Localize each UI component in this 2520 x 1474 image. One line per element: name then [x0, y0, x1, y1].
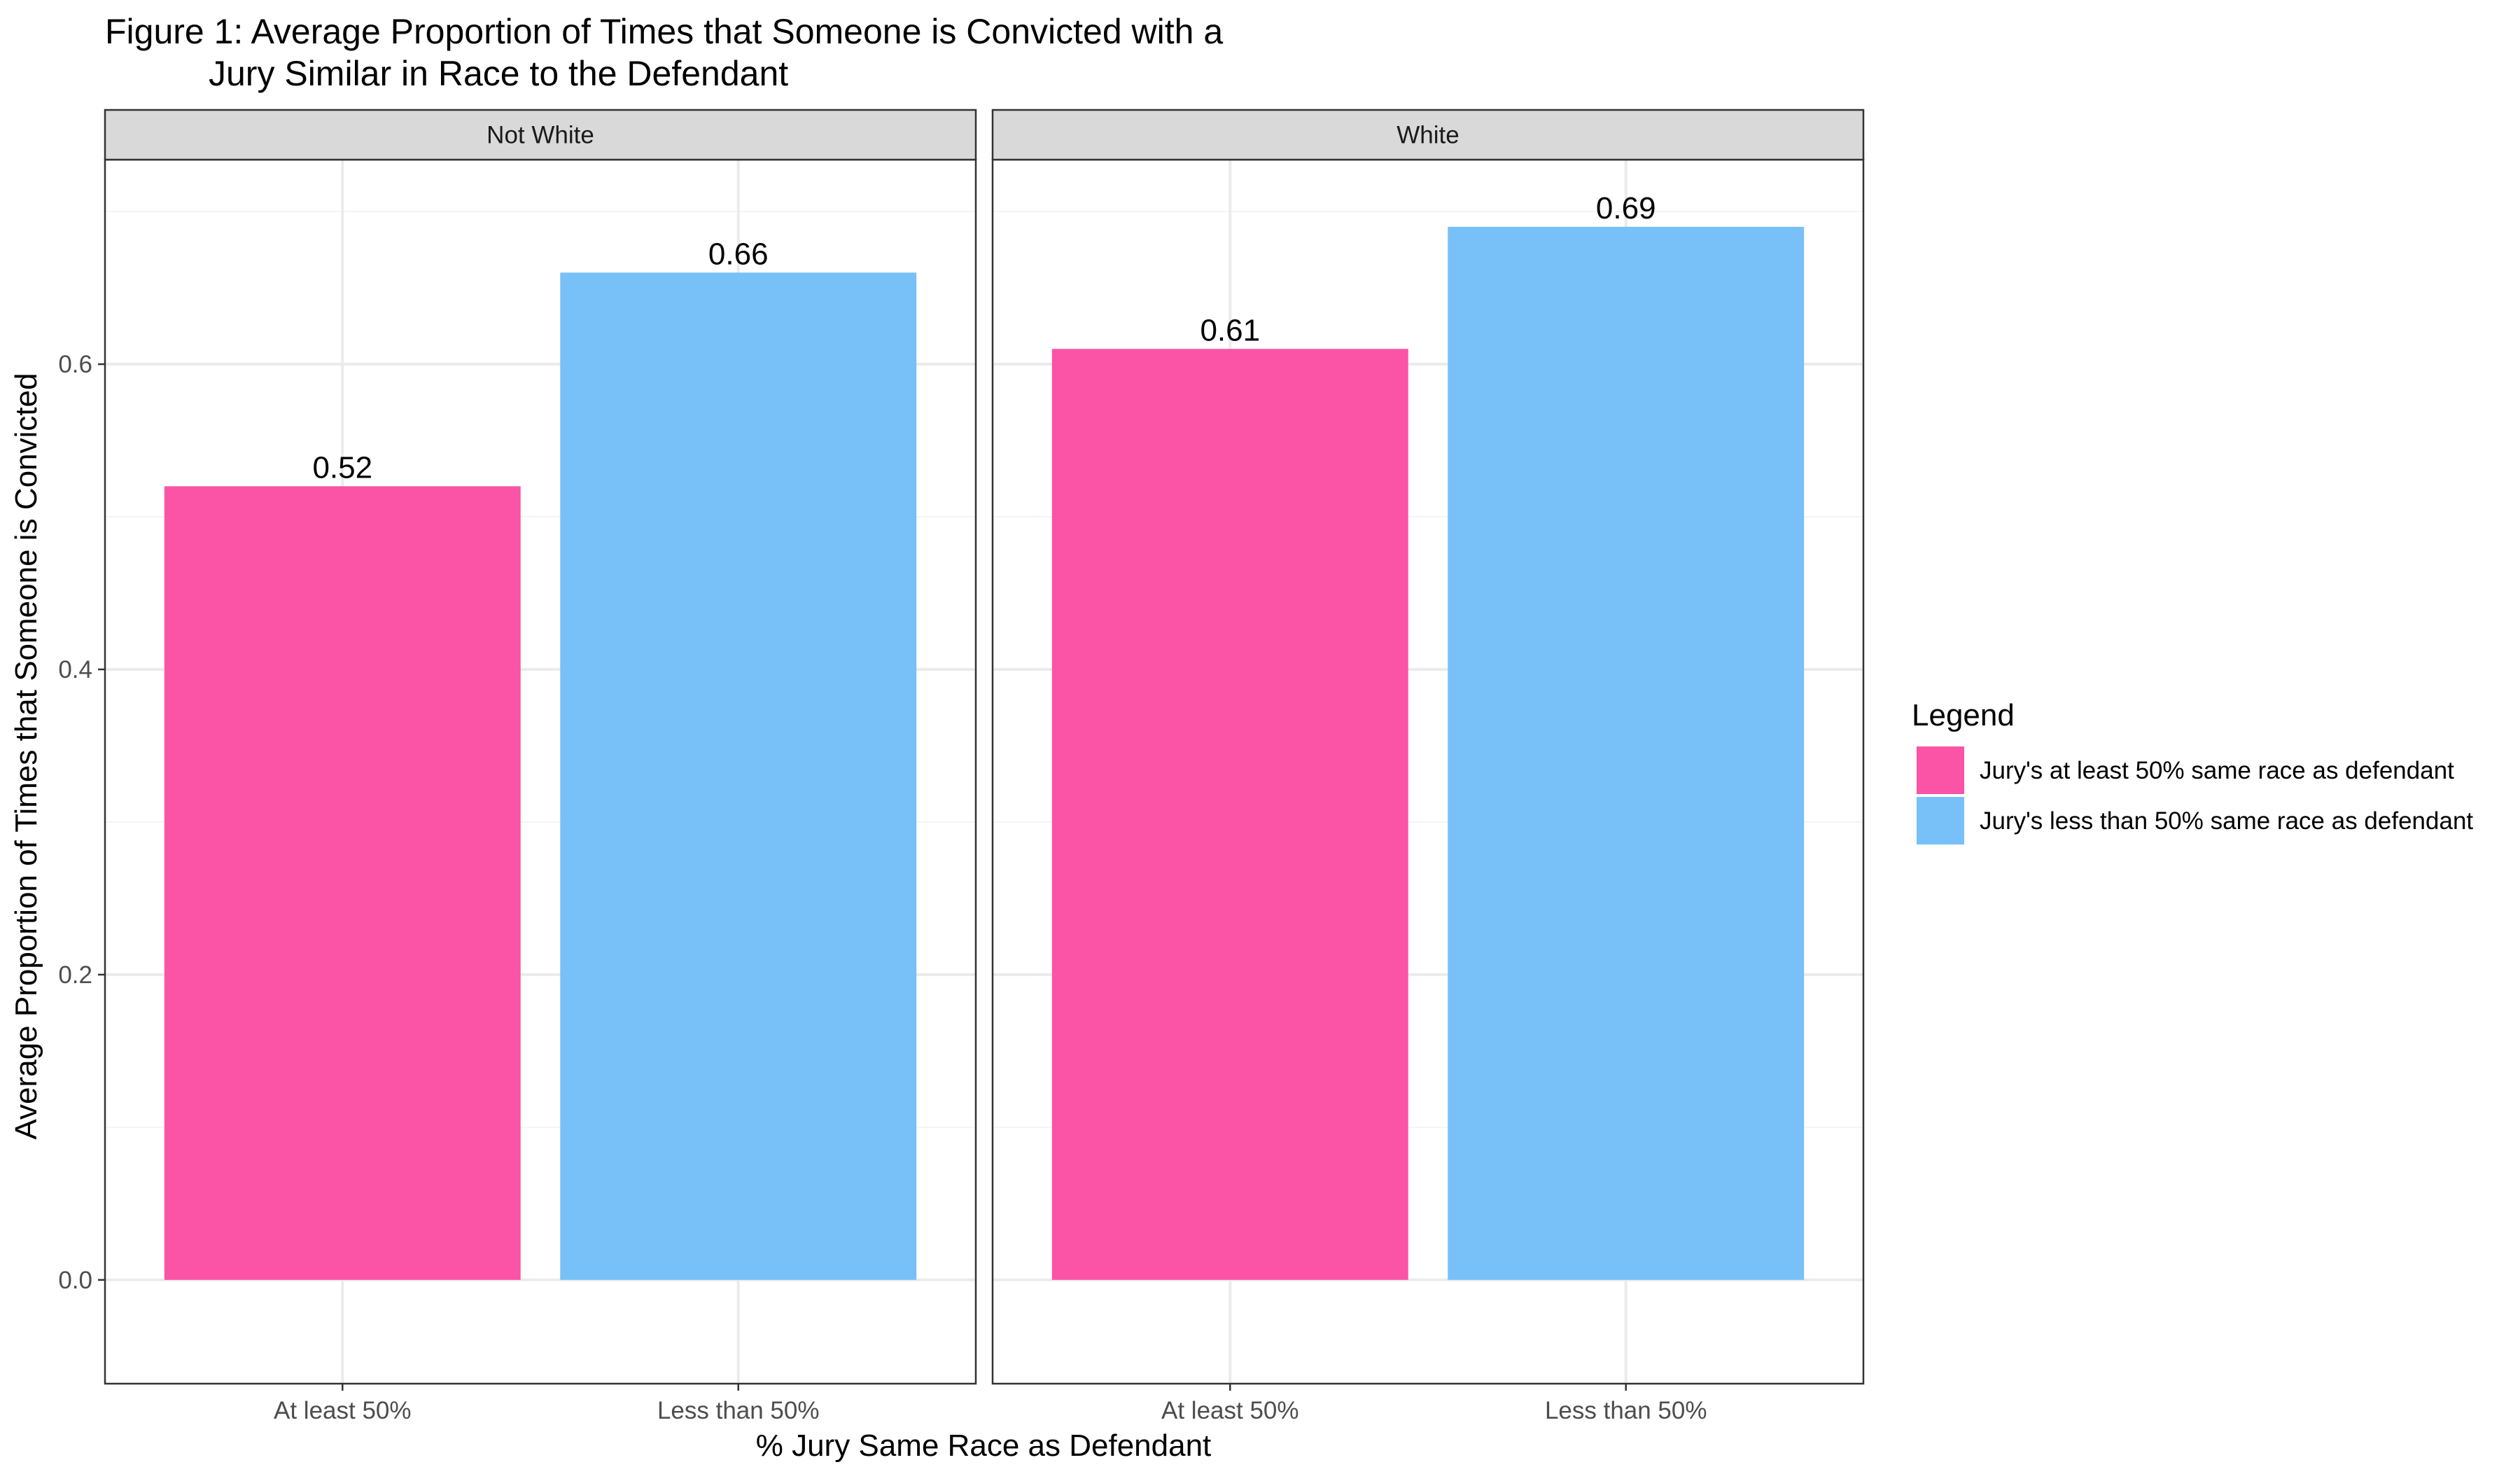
chart-title-line2: Jury Similar in Race to the Defendant — [209, 54, 788, 93]
data-label: 0.66 — [708, 237, 769, 271]
facet-strip-label: Not White — [486, 122, 594, 149]
data-label: 0.52 — [312, 450, 372, 485]
y-tick-label: 0.2 — [58, 961, 92, 989]
facet-strip-label: White — [1396, 122, 1459, 149]
x-tick-label: At least 50% — [1161, 1397, 1299, 1424]
facet-strip — [104, 109, 977, 161]
panel-white: 0.61 0.69 White At least 50% Less than 50% — [991, 109, 1865, 1424]
y-tick-label: 0.4 — [58, 656, 92, 683]
x-tick-label: At least 50% — [274, 1397, 412, 1424]
facet-strip — [991, 109, 1865, 161]
bar — [164, 486, 521, 1280]
data-label: 0.61 — [1200, 313, 1260, 347]
y-axis-title: Average Proportion of Times that Someone… — [9, 373, 43, 1140]
bar — [1051, 349, 1408, 1280]
x-axis-title: % Jury Same Race as Defendant — [756, 1428, 1212, 1463]
legend-swatch — [1917, 797, 1964, 844]
legend: Legend Jury's at least 50% same race as … — [1912, 698, 2473, 844]
data-label: 0.69 — [1596, 191, 1656, 225]
chart-title-line1: Figure 1: Average Proportion of Times th… — [105, 12, 1223, 51]
x-tick-label: Less than 50% — [657, 1397, 820, 1424]
bar — [560, 272, 917, 1280]
y-tick-label: 0.0 — [58, 1267, 92, 1294]
y-tick-label: 0.6 — [58, 351, 92, 378]
panels-layer: 0.52 0.66 Not White At least 50% Less than 5… — [58, 109, 1865, 1424]
x-tick-label: Less than 50% — [1545, 1397, 1707, 1424]
legend-label: Jury's less than 50% same race as defend… — [1980, 807, 2473, 835]
legend-label: Jury's at least 50% same race as defenda… — [1980, 757, 2454, 784]
panel-not-white: 0.52 0.66 Not White At least 50% Less than 5… — [58, 109, 977, 1424]
legend-swatch — [1917, 746, 1964, 794]
bar — [1448, 226, 1805, 1280]
legend-title: Legend — [1912, 698, 2015, 732]
